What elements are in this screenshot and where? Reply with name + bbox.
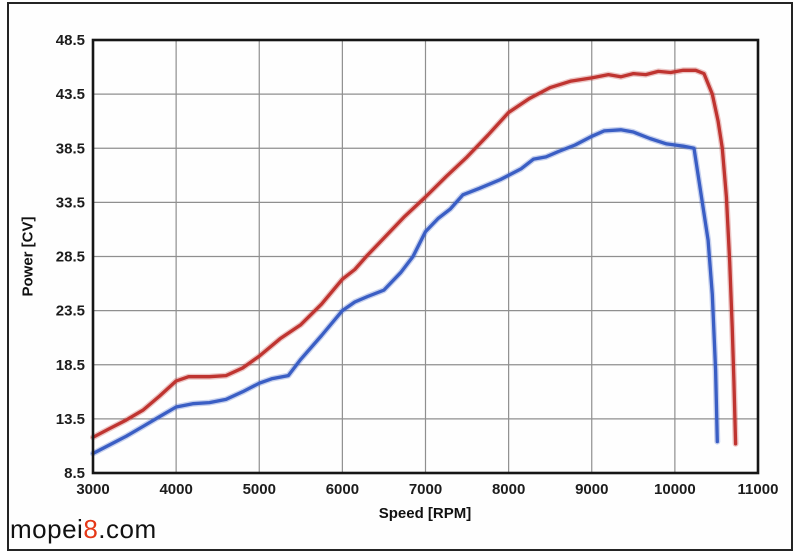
- red-power-curve: [91, 68, 738, 446]
- watermark-suffix: .com: [98, 514, 157, 544]
- x-tick-label: 4000: [159, 481, 192, 498]
- watermark: mopei8.com: [10, 514, 157, 545]
- x-tick-label: 8000: [492, 481, 525, 498]
- y-tick-label: 13.5: [56, 411, 85, 428]
- x-tick-label: 10000: [654, 481, 696, 498]
- x-tick-label: 6000: [326, 481, 359, 498]
- x-tick-label: 9000: [575, 481, 608, 498]
- x-tick-label: 3000: [76, 481, 109, 498]
- y-tick-label: 48.5: [56, 32, 85, 49]
- y-tick-label: 18.5: [56, 357, 85, 374]
- x-tick-label: 11000: [738, 481, 779, 498]
- y-tick-label: 43.5: [56, 86, 85, 103]
- watermark-highlight: 8: [83, 514, 99, 544]
- y-tick-label: 33.5: [56, 194, 85, 211]
- y-axis-label: Power [CV]: [19, 216, 37, 297]
- watermark-prefix: mopei: [10, 514, 84, 544]
- x-tick-label: 7000: [409, 481, 442, 498]
- y-tick-label: 38.5: [56, 140, 85, 157]
- x-axis-label: Speed [RPM]: [378, 505, 472, 522]
- plot-box: [91, 38, 760, 475]
- y-tick-label: 8.5: [64, 465, 85, 482]
- y-tick-label: 23.5: [56, 303, 85, 320]
- photo-border-frame: [7, 2, 793, 551]
- y-tick-label: 28.5: [56, 249, 85, 266]
- x-tick-label: 5000: [243, 481, 276, 498]
- blue-power-curve: [91, 128, 719, 456]
